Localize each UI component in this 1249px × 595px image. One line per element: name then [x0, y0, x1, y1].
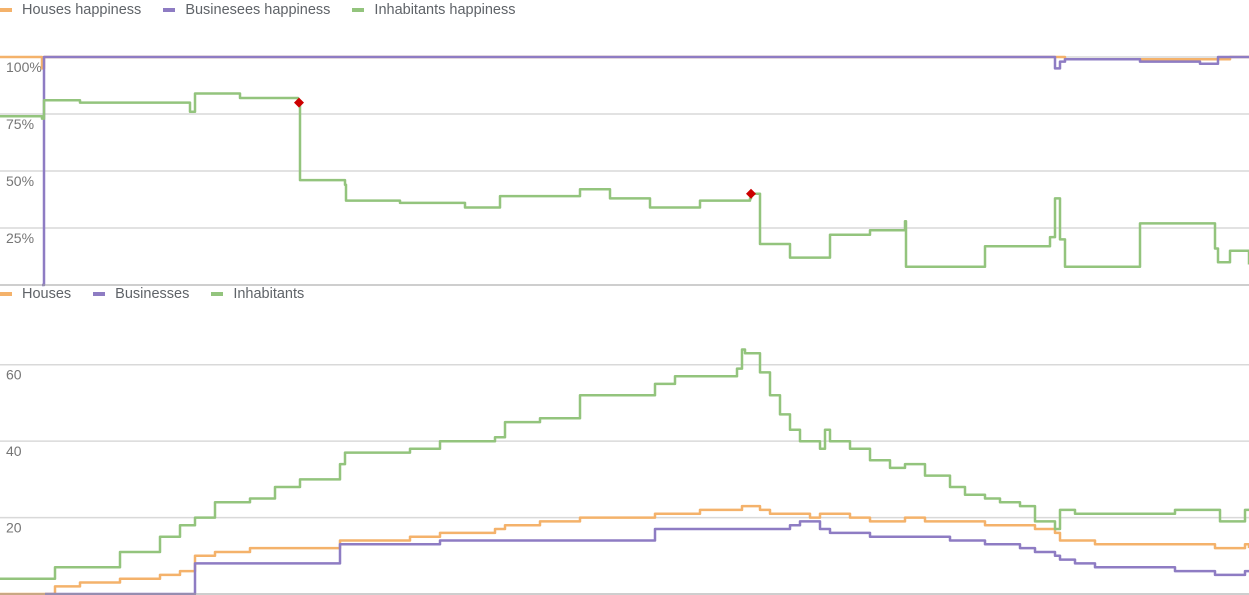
y-tick-label: 60: [6, 367, 22, 383]
legend-label-businesses-happiness: Businesees happiness: [185, 2, 331, 18]
legend-label-houses: Houses: [22, 286, 72, 302]
legend-label-businesses: Businesses: [115, 286, 190, 302]
y-tick-label: 75%: [6, 116, 34, 132]
y-tick-label: 20: [6, 520, 22, 536]
legend-swatch-inhabitants: [211, 292, 224, 296]
series-line: [42, 55, 1249, 287]
population-plot: 60 40 20: [0, 348, 1249, 595]
legend-label-houses-happiness: Houses happiness: [22, 2, 142, 18]
series-line: [0, 504, 1249, 595]
legend-item-inhabitants[interactable]: Inhabitants: [211, 286, 304, 302]
legend-swatch-inhabitants-happiness: [352, 8, 365, 12]
happiness-plot: 100% 75% 50% 25%: [0, 55, 1249, 287]
legend-label-inhabitants-happiness: Inhabitants happiness: [374, 2, 516, 18]
event-marker[interactable]: [294, 97, 304, 108]
series-line: [45, 520, 1249, 595]
legend-item-businesses-happiness[interactable]: Businesees happiness: [163, 2, 330, 18]
legend-label-inhabitants: Inhabitants: [233, 286, 305, 302]
series-line: [0, 348, 1249, 580]
series-line: [0, 92, 1249, 269]
y-tick-label: 25%: [6, 230, 34, 246]
happiness-chart-panel: Houses happiness Businesees happiness In…: [0, 0, 1249, 287]
legend-swatch-houses-happiness: [0, 8, 12, 12]
legend-swatch-houses: [0, 292, 12, 296]
legend-item-businesses[interactable]: Businesses: [93, 286, 189, 302]
legend-item-houses-happiness[interactable]: Houses happiness: [0, 2, 141, 18]
population-chart-panel: Houses Businesses Inhabitants 60 40 20: [0, 284, 1249, 595]
y-tick-label: 100%: [6, 59, 42, 75]
happiness-legend: Houses happiness Businesees happiness In…: [0, 0, 538, 20]
legend-item-inhabitants-happiness[interactable]: Inhabitants happiness: [352, 2, 516, 18]
event-marker[interactable]: [746, 188, 756, 199]
legend-swatch-businesses: [93, 292, 106, 296]
legend-item-houses[interactable]: Houses: [0, 286, 71, 302]
legend-swatch-businesses-happiness: [163, 8, 176, 12]
y-tick-label: 40: [6, 443, 22, 459]
y-tick-label: 50%: [6, 173, 34, 189]
population-legend: Houses Businesses Inhabitants: [0, 284, 326, 304]
